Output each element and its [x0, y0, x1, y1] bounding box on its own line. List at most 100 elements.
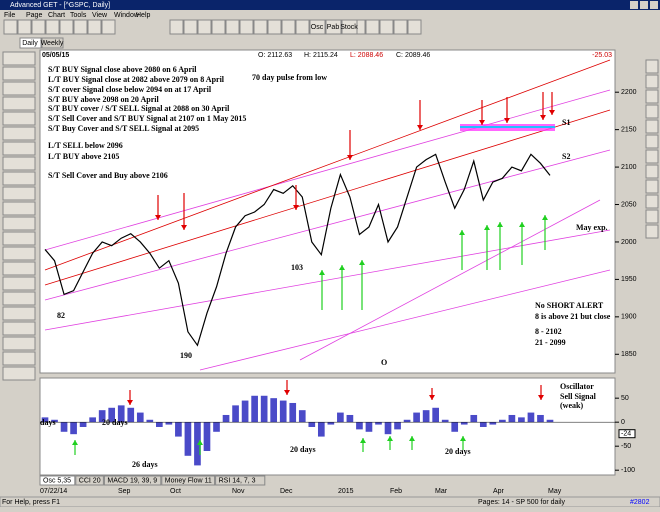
- side-button[interactable]: [645, 209, 659, 224]
- toolbar-button[interactable]: [267, 19, 282, 35]
- side-button[interactable]: [2, 66, 36, 81]
- toolbar-button[interactable]: [365, 19, 380, 35]
- toolbar-button[interactable]: [31, 19, 46, 35]
- side-button[interactable]: [2, 231, 36, 246]
- maximize[interactable]: [640, 1, 648, 9]
- status-pages: Pages: 14 - SP 500 for daily: [478, 499, 566, 506]
- side-button[interactable]: [2, 51, 36, 66]
- side-button[interactable]: [2, 246, 36, 261]
- toolbar-button[interactable]: [59, 19, 74, 35]
- y-tick-label: 1950: [621, 276, 637, 283]
- arrow-head: [459, 230, 465, 235]
- toolbar-button[interactable]: [73, 19, 88, 35]
- side-button[interactable]: [2, 186, 36, 201]
- side-button[interactable]: [2, 96, 36, 111]
- menu-item[interactable]: Tools: [70, 12, 87, 19]
- menu-item[interactable]: Help: [136, 12, 151, 19]
- side-button[interactable]: [2, 336, 36, 351]
- toolbar-button[interactable]: [3, 19, 18, 35]
- side-button[interactable]: [2, 126, 36, 141]
- toolbar-button[interactable]: [309, 19, 326, 35]
- side-button[interactable]: [2, 366, 36, 381]
- arrow-head: [347, 155, 353, 160]
- side-button[interactable]: [2, 201, 36, 216]
- toolbar-button[interactable]: [45, 19, 60, 35]
- side-button[interactable]: [645, 89, 659, 104]
- indicator-tab[interactable]: [161, 475, 216, 486]
- toolbar-button[interactable]: [407, 19, 422, 35]
- side-button[interactable]: [2, 111, 36, 126]
- side-button[interactable]: [2, 276, 36, 291]
- side-button[interactable]: [2, 321, 36, 336]
- side-button[interactable]: [2, 156, 36, 171]
- toolbar-button[interactable]: [169, 19, 184, 35]
- side-button[interactable]: [645, 59, 659, 74]
- header-open: O: 2112.63: [258, 52, 292, 59]
- arrow-head: [197, 440, 203, 445]
- side-button[interactable]: [2, 141, 36, 156]
- indicator-tab[interactable]: [103, 475, 162, 486]
- toolbar-button[interactable]: [341, 19, 358, 35]
- indicator-tab-label: CCI 20: [79, 477, 101, 484]
- side-button[interactable]: [645, 104, 659, 119]
- minimize[interactable]: [630, 1, 638, 9]
- indicator-tab[interactable]: [39, 475, 76, 486]
- side-button[interactable]: [2, 81, 36, 96]
- toolbar-button[interactable]: [325, 19, 342, 35]
- side-button[interactable]: [2, 261, 36, 276]
- toolbar-button[interactable]: [393, 19, 408, 35]
- osc-bar: [308, 422, 316, 427]
- osc-bar: [117, 405, 125, 423]
- channel-line: [44, 59, 611, 271]
- menu-item[interactable]: File: [4, 12, 15, 19]
- toolbar-button[interactable]: [281, 19, 296, 35]
- toolbar-button[interactable]: [183, 19, 198, 35]
- toolbar-button[interactable]: [101, 19, 116, 35]
- side-button[interactable]: [2, 351, 36, 366]
- tab[interactable]: [19, 37, 42, 49]
- side-button[interactable]: [645, 194, 659, 209]
- indicator-tab[interactable]: [75, 475, 104, 486]
- side-button[interactable]: [645, 179, 659, 194]
- side-button[interactable]: [645, 74, 659, 89]
- toolbar-button[interactable]: [379, 19, 394, 35]
- toolbar-button[interactable]: [295, 19, 310, 35]
- osc-bar: [51, 419, 58, 423]
- side-button[interactable]: [645, 224, 659, 239]
- menu-item[interactable]: Chart: [48, 12, 65, 19]
- indicator-tab[interactable]: [215, 475, 266, 486]
- osc-bar: [537, 414, 544, 423]
- arrow-head: [360, 438, 366, 443]
- close[interactable]: [650, 1, 658, 9]
- osc-bar: [489, 422, 497, 425]
- toolbar-button[interactable]: [211, 19, 226, 35]
- arrow-head: [72, 440, 78, 445]
- menu-item[interactable]: Window: [114, 12, 140, 19]
- signal-note: S/T Sell Cover and S/T BUY Signal at 210…: [48, 114, 246, 123]
- toolbar-button[interactable]: [197, 19, 212, 35]
- trend-line: [299, 199, 601, 361]
- toolbar-button[interactable]: [253, 19, 268, 35]
- menu-item[interactable]: View: [92, 12, 108, 19]
- side-button[interactable]: [645, 134, 659, 149]
- side-button[interactable]: [645, 164, 659, 179]
- toolbar-button[interactable]: [225, 19, 240, 35]
- menu-item[interactable]: Page: [26, 12, 42, 19]
- side-button[interactable]: [645, 149, 659, 164]
- signal-note: S/T cover Signal close below 2094 on at …: [48, 85, 212, 94]
- arrow-head: [359, 260, 365, 265]
- toolbar-button[interactable]: [239, 19, 254, 35]
- toolbar-button[interactable]: [87, 19, 102, 35]
- osc-bar: [127, 407, 135, 423]
- side-button[interactable]: [2, 306, 36, 321]
- side-button[interactable]: [2, 216, 36, 231]
- arrow-head: [387, 436, 393, 441]
- osc-bar: [470, 414, 478, 423]
- header-change: -25.03: [592, 52, 612, 59]
- tab[interactable]: [41, 37, 64, 49]
- side-button[interactable]: [2, 171, 36, 186]
- side-button[interactable]: [2, 291, 36, 306]
- side-button[interactable]: [645, 119, 659, 134]
- toolbar-button[interactable]: [17, 19, 32, 35]
- trend-line: [44, 89, 611, 251]
